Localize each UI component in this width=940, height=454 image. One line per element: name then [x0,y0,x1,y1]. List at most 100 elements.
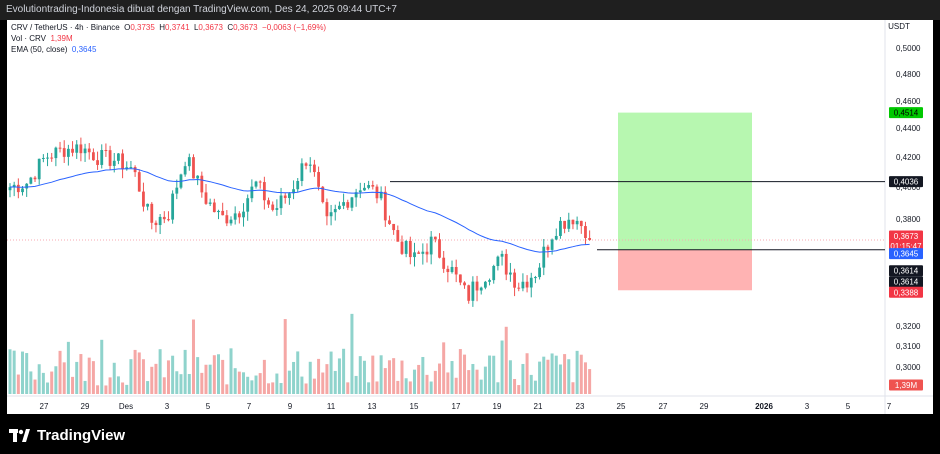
candle[interactable] [483,281,487,288]
candle[interactable] [333,209,337,213]
candle[interactable] [292,189,295,194]
candle[interactable] [162,216,166,220]
resistance-badge-bg[interactable] [889,176,923,188]
candle[interactable] [254,181,258,187]
candle[interactable] [563,220,567,229]
candle[interactable] [454,266,458,275]
candle[interactable] [400,241,404,254]
candle[interactable] [12,184,16,188]
candle[interactable] [196,175,200,179]
candle[interactable] [167,219,170,221]
candle[interactable] [133,167,137,173]
candle[interactable] [367,185,371,188]
legend-symbol[interactable]: CRV / TetherUS · 4h · Binance [11,23,120,32]
candle[interactable] [175,187,179,194]
candle[interactable] [408,240,412,258]
candle[interactable] [200,175,204,193]
candle[interactable] [150,203,154,223]
candle[interactable] [458,274,462,283]
candle[interactable] [275,208,279,210]
candle[interactable] [87,148,91,153]
candle[interactable] [267,200,270,205]
candle[interactable] [546,246,550,250]
candle[interactable] [25,183,29,189]
candle[interactable] [117,153,120,161]
chart-area[interactable]: USDT 0,5000 0,4800 0,4600 0,4400 0,4200 0,4000… [7,20,933,414]
candle[interactable] [392,223,396,231]
candle[interactable] [258,181,262,183]
candle[interactable] [137,172,141,192]
candle[interactable] [571,219,575,225]
candle[interactable] [471,281,475,301]
candle[interactable] [208,202,212,204]
candle[interactable] [529,277,533,288]
candle[interactable] [417,252,421,254]
candle[interactable] [154,222,158,226]
candle[interactable] [308,164,312,166]
stop-loss-zone[interactable] [618,249,752,291]
candle[interactable] [534,277,537,279]
candle[interactable] [404,240,408,254]
candle[interactable] [446,268,450,273]
candle[interactable] [371,185,375,187]
chart-canvas[interactable]: USDT 0,5000 0,4800 0,4600 0,4400 0,4200 0,4000… [7,20,933,414]
candle[interactable] [233,213,237,220]
candle[interactable] [142,191,145,207]
candle[interactable] [513,272,516,288]
candle[interactable] [229,219,233,224]
candle[interactable] [112,160,116,166]
candle[interactable] [108,150,112,166]
candle[interactable] [54,147,58,159]
candle[interactable] [146,203,150,207]
ema-badge-bg[interactable] [889,248,923,260]
candle[interactable] [121,153,124,170]
candle[interactable] [217,210,220,213]
candle[interactable] [413,252,416,258]
candle[interactable] [525,281,529,288]
candle[interactable] [467,285,471,301]
candle[interactable] [396,230,400,242]
candle[interactable] [158,216,162,226]
candle[interactable] [92,152,95,161]
candle[interactable] [8,187,12,191]
candle[interactable] [421,251,425,254]
candle[interactable] [325,202,329,217]
candle[interactable] [350,197,354,208]
candle[interactable] [567,219,571,229]
candle[interactable] [246,198,250,212]
candle[interactable] [41,157,45,159]
candle[interactable] [37,158,41,180]
candle[interactable] [588,238,592,240]
candle[interactable] [304,163,308,166]
candle[interactable] [363,187,366,191]
candle[interactable] [550,239,554,250]
candle[interactable] [79,144,83,154]
candle[interactable] [321,186,325,203]
candle[interactable] [75,144,79,153]
candle[interactable] [429,236,433,255]
candle[interactable] [492,265,496,281]
candle[interactable] [559,220,562,236]
candle[interactable] [296,181,300,190]
take-profit-badge-bg[interactable] [889,107,923,119]
candle[interactable] [225,215,229,224]
candle[interactable] [450,266,454,273]
candle[interactable] [271,204,275,210]
candle[interactable] [433,236,437,240]
candle[interactable] [104,150,108,152]
candle[interactable] [438,239,441,258]
stop-loss-badge-bg[interactable] [889,286,923,298]
candle[interactable] [329,212,333,217]
candle[interactable] [287,193,291,199]
candle[interactable] [262,182,266,201]
volume-badge-bg[interactable] [889,379,923,391]
candle[interactable] [96,160,99,165]
candle[interactable] [463,282,466,286]
candle[interactable] [388,220,391,224]
candle[interactable] [358,190,362,193]
candle[interactable] [575,220,579,225]
candle[interactable] [237,213,241,218]
candle[interactable] [21,188,24,193]
candle[interactable] [579,220,583,227]
candle[interactable] [187,157,191,167]
